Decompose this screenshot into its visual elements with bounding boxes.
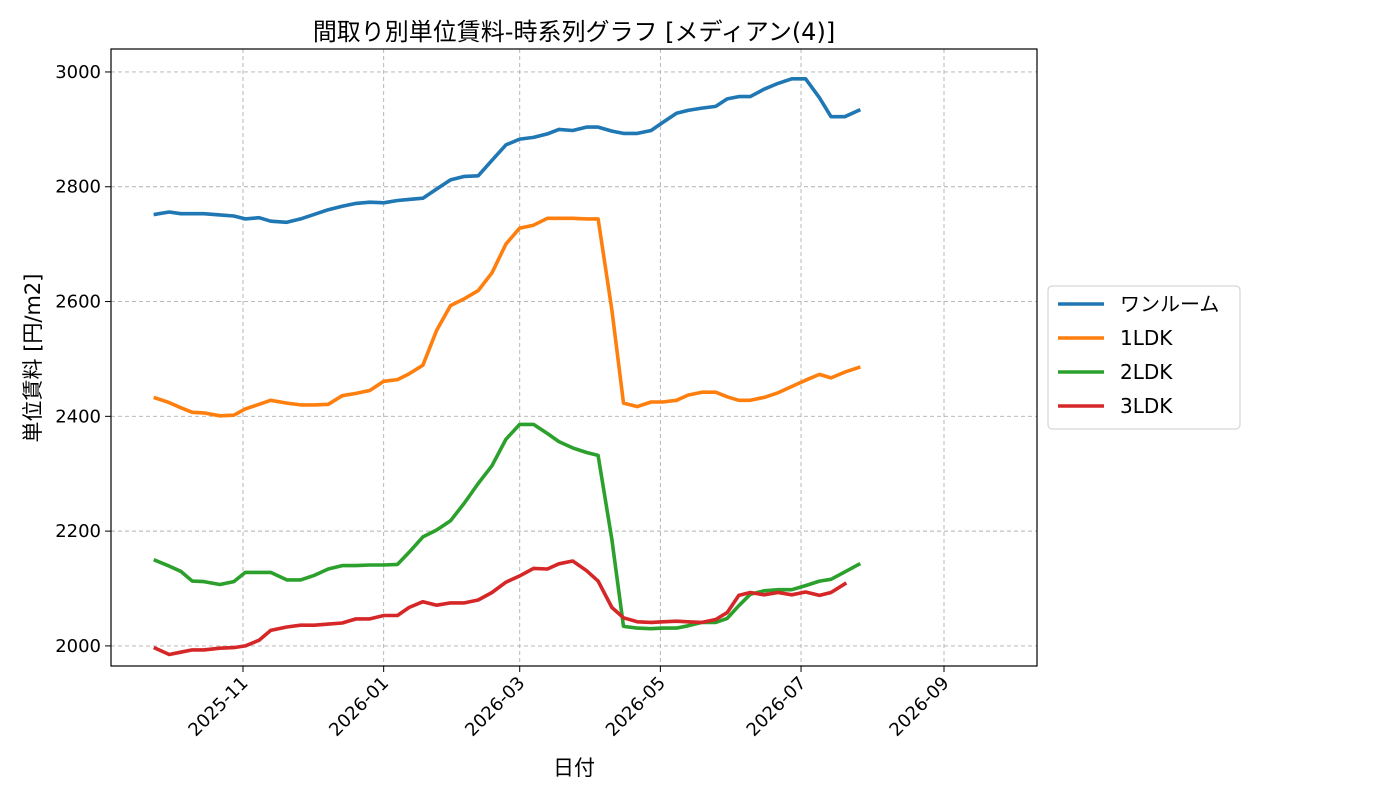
x-tick-label: 2026-05	[602, 673, 670, 741]
y-axis-ticks: 2000 2200 2400 2600 2800 3000	[55, 62, 111, 657]
chart-title: 間取り別単位賃料-時系列グラフ [メディアン(4)]	[313, 18, 835, 46]
x-axis-label: 日付	[553, 756, 595, 780]
x-tick-label: 2025-11	[184, 673, 252, 741]
y-tick-label: 3000	[55, 62, 101, 83]
y-axis-label: 単位賃料 [円/m2]	[21, 274, 45, 443]
legend-frame	[1047, 285, 1241, 430]
y-tick-label: 2600	[55, 292, 101, 313]
series-line	[153, 422, 862, 631]
series-line	[153, 77, 862, 225]
series-line	[153, 559, 848, 657]
legend-label: 1LDK	[1120, 326, 1173, 350]
legend-label: ワンルーム	[1120, 292, 1219, 316]
grid-lines	[111, 49, 1037, 666]
legend: ワンルーム 1LDK 2LDK 3LDK	[1047, 285, 1241, 430]
y-tick-label: 2800	[55, 177, 101, 198]
x-tick-label: 2026-09	[885, 673, 953, 741]
plot-area-frame	[110, 48, 1038, 667]
legend-label: 2LDK	[1120, 360, 1173, 384]
x-axis-ticks: 2025-11 2026-01 2026-03 2026-05 2026-07 2026-…	[184, 666, 954, 741]
y-tick-label: 2400	[55, 406, 101, 427]
series-lines	[153, 77, 862, 657]
x-tick-label: 2026-03	[461, 673, 529, 741]
legend-label: 3LDK	[1120, 394, 1173, 418]
y-tick-label: 2200	[55, 521, 101, 542]
y-tick-label: 2000	[55, 636, 101, 657]
x-tick-label: 2026-01	[325, 673, 393, 741]
series-line	[153, 216, 861, 418]
x-tick-label: 2026-07	[743, 673, 811, 741]
